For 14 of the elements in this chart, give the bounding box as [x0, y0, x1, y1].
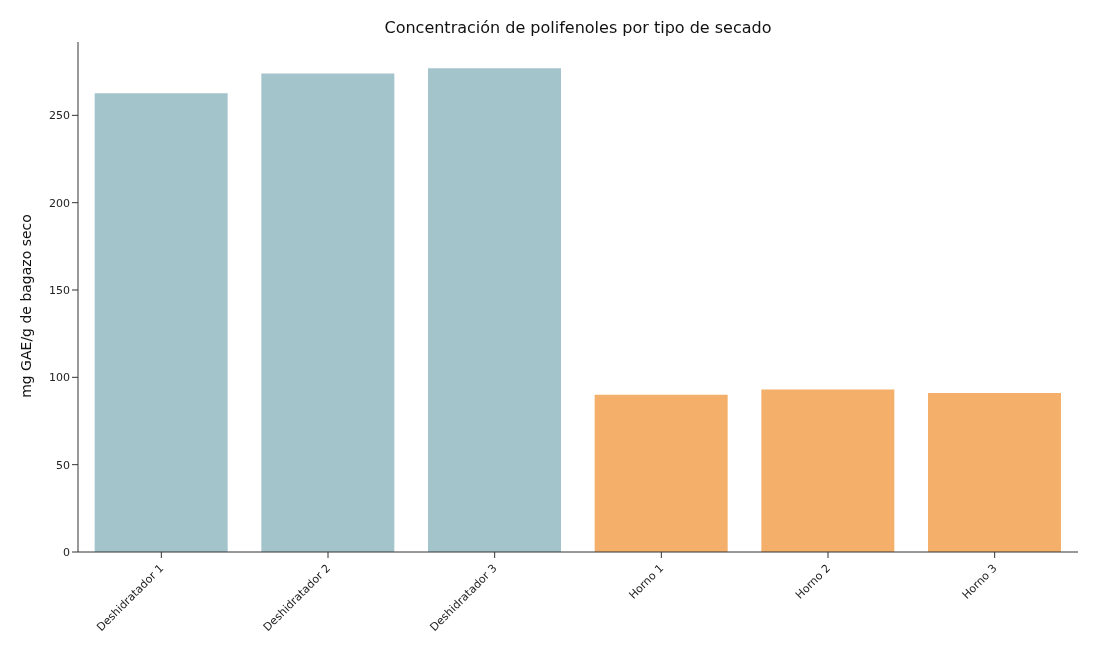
y-tick-label: 150 — [49, 283, 70, 297]
y-tick-label: 0 — [63, 545, 70, 559]
bar — [261, 73, 395, 552]
y-tick-label: 50 — [56, 458, 70, 472]
y-tick-label: 250 — [49, 109, 70, 123]
bar — [761, 389, 895, 552]
bar — [594, 394, 728, 552]
y-tick-label: 200 — [49, 196, 70, 210]
chart-title: Concentración de polifenoles por tipo de secado — [383, 18, 773, 37]
y-axis-title: mg GAE/g de bagazo seco — [18, 214, 34, 398]
y-tick-label: 100 — [49, 371, 70, 385]
bar — [94, 93, 228, 552]
bar — [928, 393, 1061, 552]
bar — [428, 68, 561, 552]
